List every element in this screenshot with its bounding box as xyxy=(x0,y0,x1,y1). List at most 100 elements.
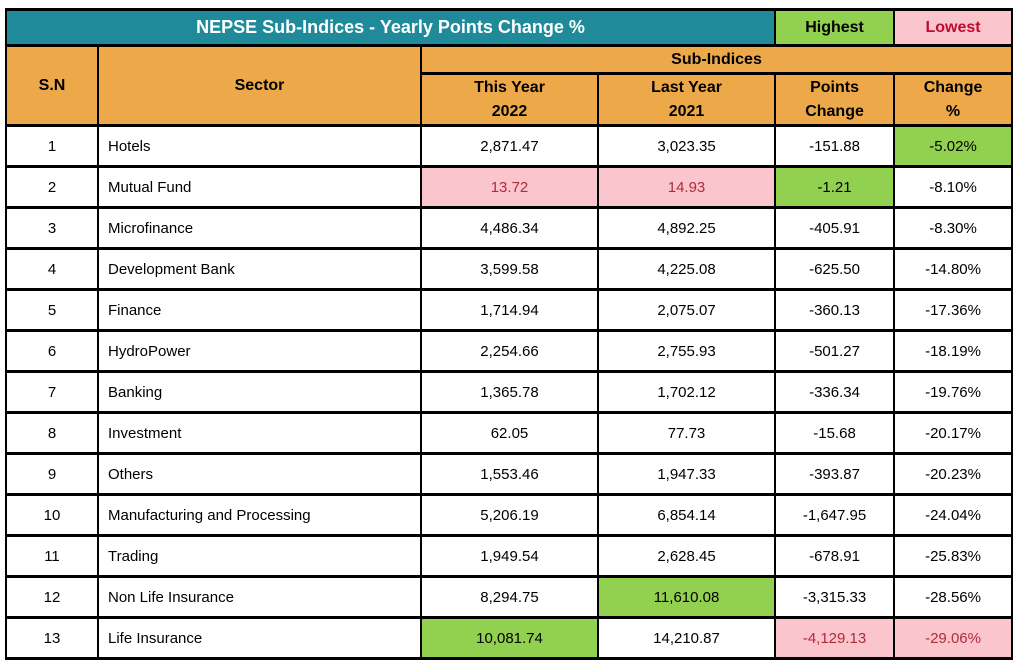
cell-change-pct: -8.30% xyxy=(893,206,1014,250)
cell-last-year: 3,023.35 xyxy=(596,124,777,168)
cell-change-pct: -20.17% xyxy=(893,411,1014,455)
col-header-this-year-line1: This Year xyxy=(474,78,545,96)
table-body: 1 Hotels 2,871.47 3,023.35 -151.88 -5.02… xyxy=(5,124,1014,660)
col-header-sn: S.N xyxy=(5,44,99,127)
cell-sn: 8 xyxy=(5,411,99,455)
legend-highest-badge: Highest xyxy=(774,8,896,47)
table-row: 11 Trading 1,949.54 2,628.45 -678.91 -25… xyxy=(5,534,1014,578)
col-header-points-change-line2: Change xyxy=(805,102,864,120)
cell-change-pct: -18.19% xyxy=(893,329,1014,373)
cell-sn: 11 xyxy=(5,534,99,578)
cell-sn: 10 xyxy=(5,493,99,537)
cell-points-change: -4,129.13 xyxy=(774,616,896,660)
cell-points-change: -393.87 xyxy=(774,452,896,496)
cell-this-year: 1,365.78 xyxy=(420,370,599,414)
page-title: NEPSE Sub-Indices - Yearly Points Change… xyxy=(4,8,777,47)
legend-lowest-badge: Lowest xyxy=(893,8,1014,47)
cell-sn: 5 xyxy=(5,288,99,332)
cell-sector: Banking xyxy=(97,370,422,414)
cell-sn: 2 xyxy=(5,165,99,209)
cell-points-change: -625.50 xyxy=(774,247,896,291)
cell-last-year: 1,947.33 xyxy=(596,452,777,496)
cell-last-year: 6,854.14 xyxy=(596,493,777,537)
table-row: 2 Mutual Fund 13.72 14.93 -1.21 -8.10% xyxy=(5,165,1014,209)
cell-sn: 1 xyxy=(5,124,99,168)
cell-points-change: -15.68 xyxy=(774,411,896,455)
cell-sn: 6 xyxy=(5,329,99,373)
cell-this-year: 62.05 xyxy=(420,411,599,455)
cell-this-year: 1,949.54 xyxy=(420,534,599,578)
col-header-last-year-line1: Last Year xyxy=(651,78,722,96)
col-header-last-year-line2: 2021 xyxy=(668,102,705,120)
cell-this-year: 13.72 xyxy=(420,165,599,209)
cell-sector: Mutual Fund xyxy=(97,165,422,209)
cell-change-pct: -29.06% xyxy=(893,616,1014,660)
cell-sector: Trading xyxy=(97,534,422,578)
cell-sector: Finance xyxy=(97,288,422,332)
cell-change-pct: -17.36% xyxy=(893,288,1014,332)
cell-sn: 4 xyxy=(5,247,99,291)
cell-last-year: 14,210.87 xyxy=(596,616,777,660)
cell-sn: 7 xyxy=(5,370,99,414)
col-header-this-year: This Year 2022 xyxy=(420,72,599,127)
cell-points-change: -3,315.33 xyxy=(774,575,896,619)
cell-points-change: -336.34 xyxy=(774,370,896,414)
cell-change-pct: -14.80% xyxy=(893,247,1014,291)
cell-sector: Non Life Insurance xyxy=(97,575,422,619)
cell-this-year: 5,206.19 xyxy=(420,493,599,537)
cell-change-pct: -5.02% xyxy=(893,124,1014,168)
cell-points-change: -1,647.95 xyxy=(774,493,896,537)
cell-last-year: 77.73 xyxy=(596,411,777,455)
table-row: 10 Manufacturing and Processing 5,206.19… xyxy=(5,493,1014,537)
cell-sector: Manufacturing and Processing xyxy=(97,493,422,537)
cell-sector: Others xyxy=(97,452,422,496)
cell-points-change: -405.91 xyxy=(774,206,896,250)
cell-points-change: -1.21 xyxy=(774,165,896,209)
table-row: 4 Development Bank 3,599.58 4,225.08 -62… xyxy=(5,247,1014,291)
col-header-last-year: Last Year 2021 xyxy=(596,72,777,127)
table-row: 9 Others 1,553.46 1,947.33 -393.87 -20.2… xyxy=(5,452,1014,496)
cell-this-year: 4,486.34 xyxy=(420,206,599,250)
cell-this-year: 10,081.74 xyxy=(420,616,599,660)
cell-change-pct: -24.04% xyxy=(893,493,1014,537)
cell-sn: 12 xyxy=(5,575,99,619)
col-header-points-change: Points Change xyxy=(774,72,896,127)
cell-change-pct: -8.10% xyxy=(893,165,1014,209)
cell-points-change: -501.27 xyxy=(774,329,896,373)
cell-sector: Investment xyxy=(97,411,422,455)
cell-last-year: 4,225.08 xyxy=(596,247,777,291)
cell-points-change: -360.13 xyxy=(774,288,896,332)
cell-last-year: 14.93 xyxy=(596,165,777,209)
table-row: 5 Finance 1,714.94 2,075.07 -360.13 -17.… xyxy=(5,288,1014,332)
cell-sn: 3 xyxy=(5,206,99,250)
title-row: NEPSE Sub-Indices - Yearly Points Change… xyxy=(4,8,1014,47)
cell-change-pct: -20.23% xyxy=(893,452,1014,496)
cell-change-pct: -25.83% xyxy=(893,534,1014,578)
cell-sn: 9 xyxy=(5,452,99,496)
cell-change-pct: -19.76% xyxy=(893,370,1014,414)
col-header-change-pct-line1: Change xyxy=(923,78,983,96)
table-row: 8 Investment 62.05 77.73 -15.68 -20.17% xyxy=(5,411,1014,455)
col-header-points-change-line1: Points xyxy=(810,78,859,96)
table-row: 6 HydroPower 2,254.66 2,755.93 -501.27 -… xyxy=(5,329,1014,373)
cell-sector: HydroPower xyxy=(97,329,422,373)
cell-this-year: 2,871.47 xyxy=(420,124,599,168)
cell-last-year: 2,628.45 xyxy=(596,534,777,578)
cell-sector: Hotels xyxy=(97,124,422,168)
cell-sector: Microfinance xyxy=(97,206,422,250)
cell-this-year: 1,714.94 xyxy=(420,288,599,332)
cell-this-year: 8,294.75 xyxy=(420,575,599,619)
cell-last-year: 2,755.93 xyxy=(596,329,777,373)
cell-points-change: -151.88 xyxy=(774,124,896,168)
cell-sn: 13 xyxy=(5,616,99,660)
column-group-header-row: S.N Sector Sub-Indices xyxy=(5,44,1014,127)
table-row: 12 Non Life Insurance 8,294.75 11,610.08… xyxy=(5,575,1014,619)
col-header-change-pct-line2: % xyxy=(945,102,961,120)
table-row: 7 Banking 1,365.78 1,702.12 -336.34 -19.… xyxy=(5,370,1014,414)
table-row: 1 Hotels 2,871.47 3,023.35 -151.88 -5.02… xyxy=(5,124,1014,168)
cell-this-year: 1,553.46 xyxy=(420,452,599,496)
col-header-sector: Sector xyxy=(97,44,422,127)
cell-last-year: 2,075.07 xyxy=(596,288,777,332)
cell-sector: Development Bank xyxy=(97,247,422,291)
col-group-sub-indices: Sub-Indices xyxy=(419,44,1014,75)
